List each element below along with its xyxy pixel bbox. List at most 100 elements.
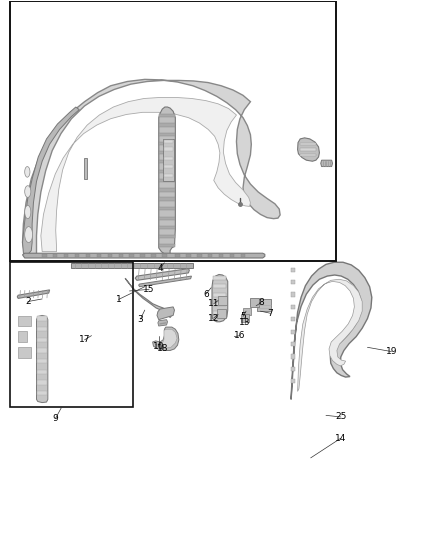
Bar — [213, 311, 226, 316]
Bar — [241, 254, 245, 257]
Bar — [219, 254, 223, 257]
Polygon shape — [22, 79, 280, 254]
Bar — [159, 207, 175, 210]
Bar — [64, 254, 68, 257]
Bar — [291, 329, 295, 334]
Bar — [159, 124, 175, 127]
Bar — [159, 225, 175, 229]
Bar — [291, 379, 295, 383]
Bar — [300, 154, 316, 157]
Text: 2: 2 — [25, 297, 31, 306]
Polygon shape — [22, 253, 265, 258]
Text: 5: 5 — [240, 312, 246, 321]
Bar — [42, 254, 46, 257]
Polygon shape — [158, 320, 167, 326]
Bar — [37, 369, 47, 374]
Bar — [258, 300, 271, 311]
Bar — [159, 169, 175, 173]
Bar — [213, 293, 226, 297]
Polygon shape — [125, 278, 171, 318]
Bar — [53, 254, 57, 257]
Text: 19: 19 — [386, 347, 397, 356]
Bar — [37, 327, 47, 332]
Text: 18: 18 — [156, 344, 168, 353]
Text: 1: 1 — [116, 295, 121, 304]
Polygon shape — [36, 316, 48, 402]
Polygon shape — [291, 262, 372, 399]
Text: 15: 15 — [143, 285, 155, 294]
Bar — [18, 332, 27, 342]
Bar — [186, 254, 191, 257]
Bar — [159, 235, 175, 238]
Bar — [108, 254, 112, 257]
Bar — [164, 157, 173, 160]
Polygon shape — [321, 160, 332, 166]
Polygon shape — [297, 279, 362, 391]
Bar — [230, 254, 234, 257]
Text: 13: 13 — [240, 318, 251, 327]
Bar — [159, 188, 175, 191]
Text: 7: 7 — [268, 309, 273, 318]
Text: 10: 10 — [153, 342, 165, 351]
Polygon shape — [139, 276, 191, 287]
Text: 16: 16 — [234, 331, 246, 340]
Bar — [162, 254, 166, 257]
Bar — [130, 254, 134, 257]
Bar — [291, 268, 295, 272]
Polygon shape — [17, 290, 49, 298]
Bar — [159, 216, 175, 220]
Text: 25: 25 — [335, 413, 346, 422]
Bar — [163, 139, 174, 181]
Ellipse shape — [25, 166, 30, 177]
Bar — [37, 380, 47, 384]
Text: 14: 14 — [335, 434, 346, 443]
Bar — [11, 262, 133, 407]
Bar — [159, 160, 175, 164]
Bar — [164, 165, 173, 168]
Polygon shape — [152, 327, 179, 351]
Polygon shape — [41, 98, 251, 252]
Bar — [37, 349, 47, 353]
Polygon shape — [155, 329, 177, 349]
Bar — [213, 276, 226, 280]
Bar — [159, 133, 175, 136]
Bar — [241, 314, 249, 322]
Bar — [164, 174, 173, 177]
Bar — [18, 348, 31, 358]
Text: 6: 6 — [203, 289, 209, 298]
Bar — [197, 254, 201, 257]
Polygon shape — [22, 107, 79, 255]
Bar — [159, 244, 175, 247]
Polygon shape — [135, 269, 189, 280]
Bar — [243, 308, 251, 316]
Polygon shape — [159, 107, 175, 255]
Bar — [164, 140, 173, 143]
Text: 11: 11 — [208, 299, 219, 308]
Bar — [213, 284, 226, 288]
Text: 9: 9 — [53, 414, 59, 423]
Ellipse shape — [25, 227, 32, 243]
Bar — [151, 254, 155, 257]
Text: 8: 8 — [258, 298, 264, 307]
Bar — [291, 293, 295, 297]
Bar — [86, 254, 90, 257]
Bar — [11, 1, 336, 261]
Bar — [119, 254, 123, 257]
Bar — [217, 309, 226, 318]
Bar — [208, 254, 212, 257]
Bar — [291, 367, 295, 371]
Bar — [75, 254, 79, 257]
Bar — [37, 359, 47, 364]
Bar — [159, 179, 175, 182]
Ellipse shape — [25, 185, 31, 197]
Bar — [218, 296, 227, 305]
Bar — [37, 317, 47, 321]
Bar — [159, 197, 175, 200]
Bar — [71, 263, 193, 268]
Bar — [251, 298, 259, 307]
Ellipse shape — [25, 205, 31, 219]
Bar — [37, 391, 47, 395]
Bar — [159, 151, 175, 155]
Polygon shape — [157, 307, 174, 320]
Bar — [291, 317, 295, 321]
